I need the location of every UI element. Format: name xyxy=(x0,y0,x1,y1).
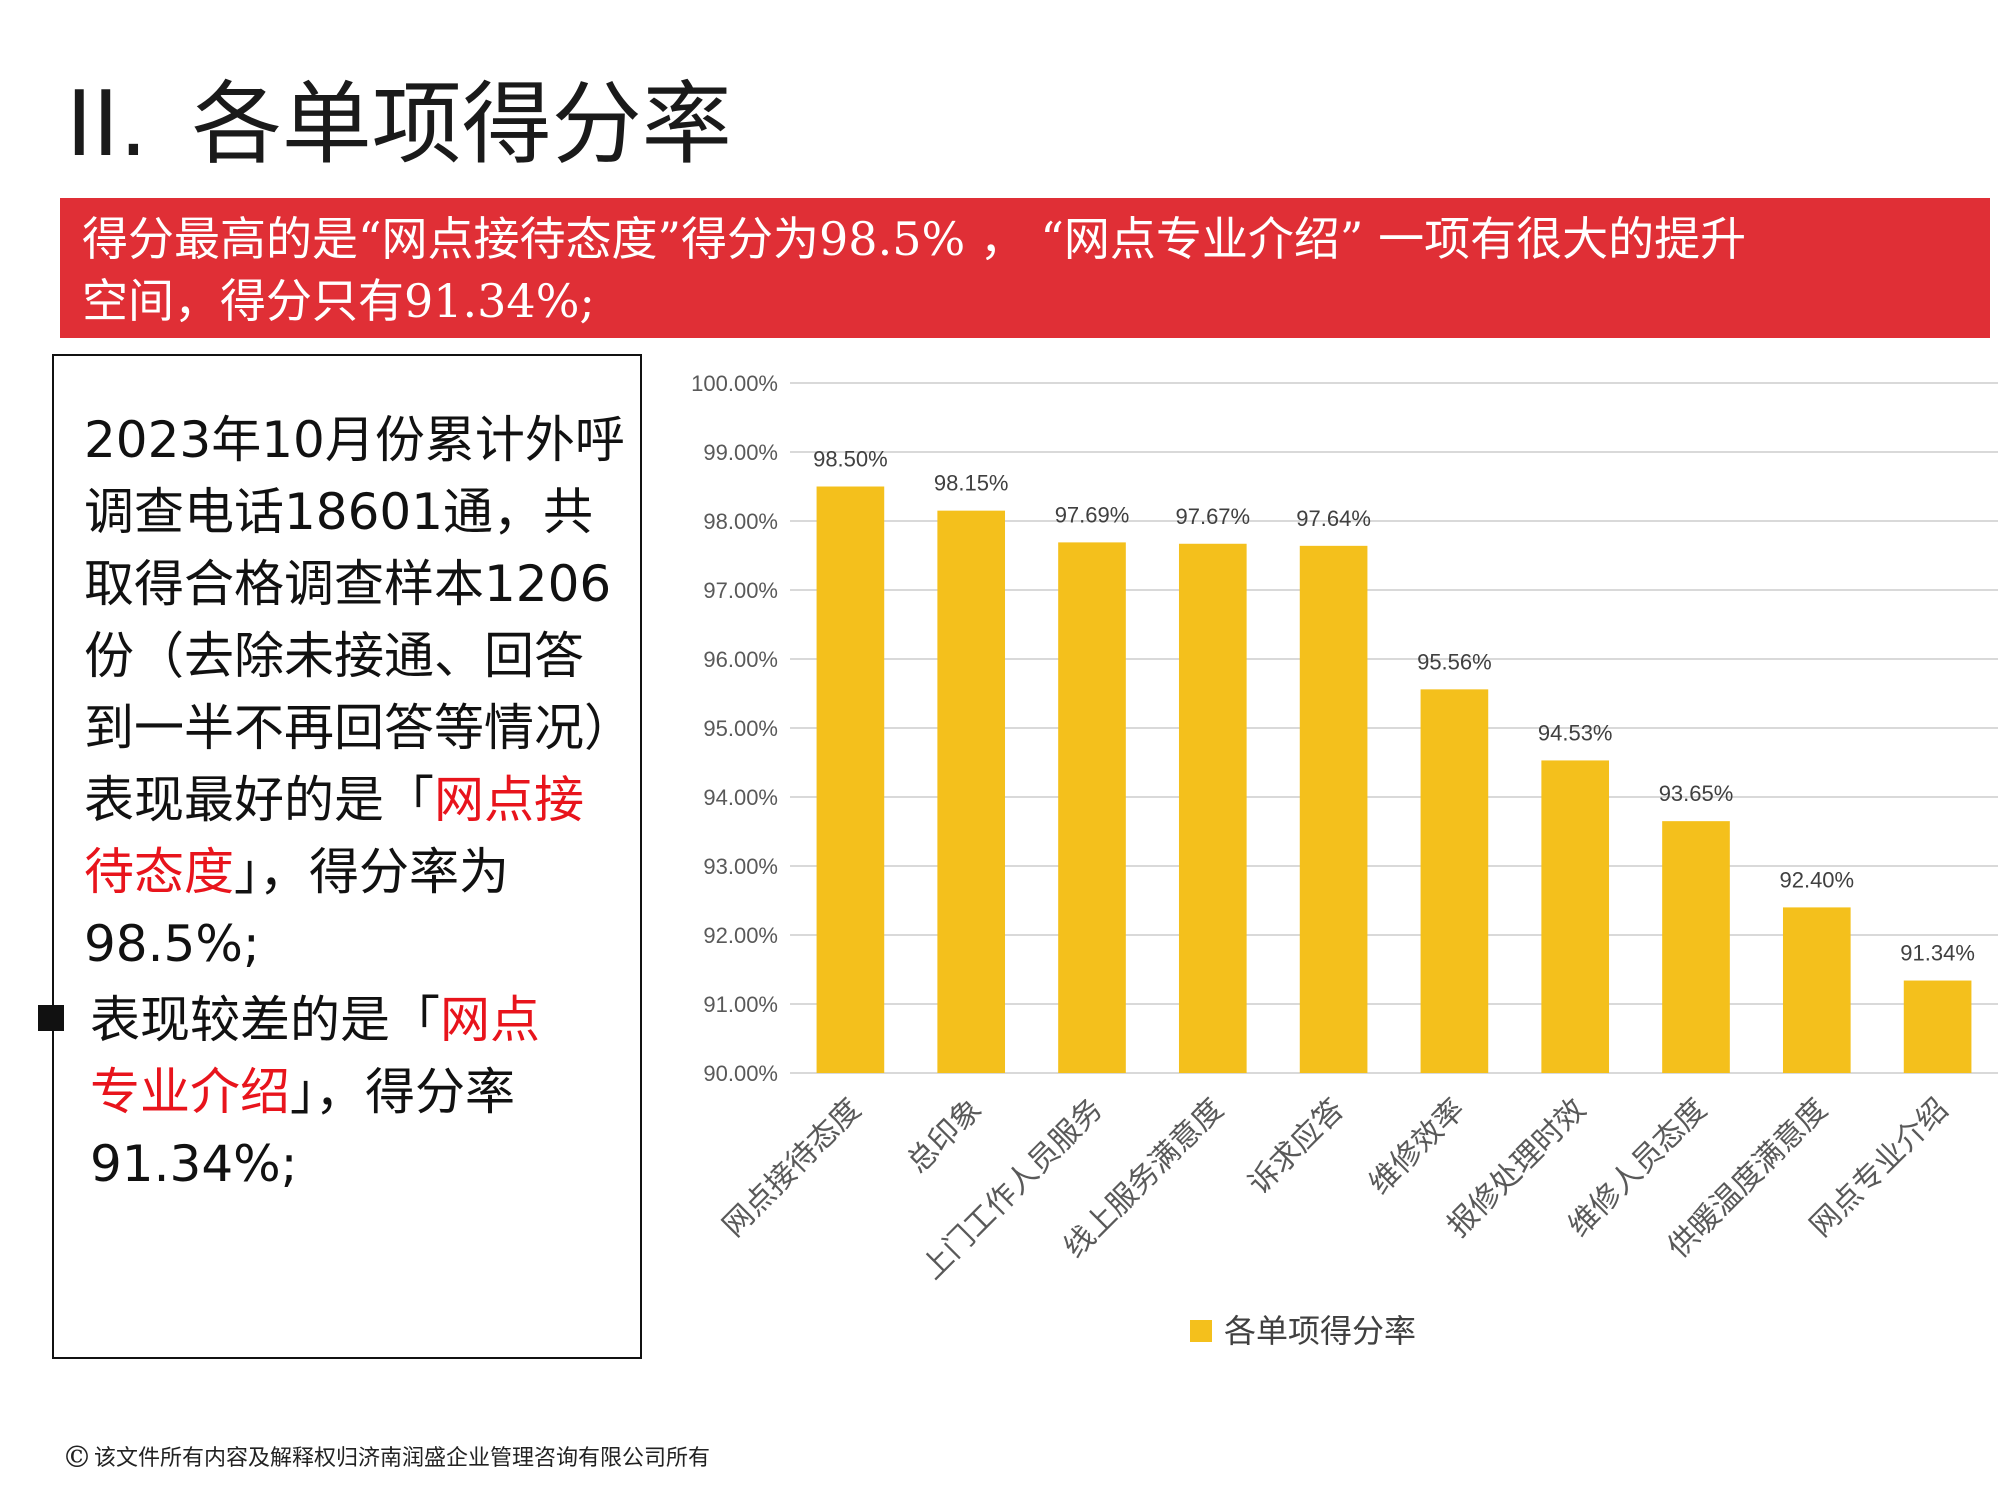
bar xyxy=(1541,760,1610,1073)
y-tick-label: 91.00% xyxy=(703,992,778,1017)
square-bullet-icon xyxy=(38,1005,64,1031)
bullet-line-3: 91.34%; xyxy=(90,1135,298,1193)
data-label: 98.50% xyxy=(813,447,888,472)
summary-line-2: 调查电话18601通，共 xyxy=(84,483,594,541)
legend-label: 各单项得分率 xyxy=(1224,1313,1416,1349)
legend-swatch xyxy=(1190,1320,1212,1342)
y-tick-label: 90.00% xyxy=(703,1061,778,1086)
y-tick-label: 94.00% xyxy=(703,785,778,810)
banner-line-1: 得分最高的是“网点接待态度”得分为98.5% ， “网点专业介绍” 一项有很大的… xyxy=(82,212,1747,266)
y-tick-label: 99.00% xyxy=(703,440,778,465)
x-tick-label: 网点接待态度 xyxy=(716,1092,868,1244)
worst-item-highlight-1: 网点 xyxy=(440,991,540,1049)
bar xyxy=(937,510,1006,1073)
y-tick-label: 98.00% xyxy=(703,509,778,534)
worst-item-highlight-2: 专业介绍 xyxy=(90,1063,290,1121)
x-tick-label: 总印象 xyxy=(900,1092,988,1180)
best-item-highlight-2: 待态度 xyxy=(84,843,234,901)
bullet-line-2: 专业介绍」，得分率 xyxy=(90,1056,610,1128)
copyright-text: 该文件所有内容及解释权归济南润盛企业管理咨询有限公司所有 xyxy=(94,1446,711,1471)
bar xyxy=(1420,689,1489,1073)
banner-line-2: 空间，得分只有91.34%; xyxy=(82,274,595,328)
bar xyxy=(1058,542,1126,1073)
bar xyxy=(1662,821,1730,1073)
data-label: 95.56% xyxy=(1417,649,1492,674)
bar xyxy=(1299,545,1368,1073)
section-title: 各单项得分率 xyxy=(191,72,732,177)
copyright-footer: ©该文件所有内容及解释权归济南润盛企业管理咨询有限公司所有 xyxy=(62,1440,710,1475)
data-label: 98.15% xyxy=(934,471,1009,496)
summary-banner: 得分最高的是“网点接待态度”得分为98.5% ， “网点专业介绍” 一项有很大的… xyxy=(60,198,1990,338)
summary-paragraph: 2023年10月份累计外呼 调查电话18601通，共 取得合格调查样本1206 … xyxy=(84,404,644,980)
summary-line-4: 份（去除未接通、回答 xyxy=(84,627,584,685)
data-label: 92.40% xyxy=(1779,867,1854,892)
data-label: 97.64% xyxy=(1296,506,1371,531)
summary-line-1: 2023年10月份累计外呼 xyxy=(84,411,625,469)
y-tick-label: 97.00% xyxy=(703,578,778,603)
copyright-icon: © xyxy=(62,1440,92,1475)
data-label: 97.67% xyxy=(1175,504,1250,529)
data-label: 94.53% xyxy=(1538,720,1613,745)
bar xyxy=(1178,543,1247,1073)
data-label: 93.65% xyxy=(1659,781,1734,806)
best-prefix: 表现最好的是「 xyxy=(84,771,434,829)
x-tick-label: 诉求应答 xyxy=(1242,1092,1352,1202)
bar xyxy=(1903,980,1972,1073)
bullet-line-1: 表现较差的是「网点 xyxy=(90,984,610,1056)
score-bar-chart: 90.00% 91.00% 92.00% 93.00% 94.00% 95.00% 96.0… xyxy=(691,371,1998,1349)
summary-line-5: 到一半不再回答等情况） xyxy=(84,699,634,757)
section-number: II. xyxy=(66,72,148,177)
worst-item-bullet: 表现较差的是「网点 专业介绍」，得分率 91.34%; xyxy=(90,984,610,1200)
y-tick-label: 95.00% xyxy=(703,716,778,741)
summary-textbox: 2023年10月份累计外呼 调查电话18601通，共 取得合格调查样本1206 … xyxy=(52,354,642,1359)
summary-line-8: 98.5%; xyxy=(84,915,260,973)
best-item-highlight-1: 网点接 xyxy=(434,771,584,829)
worst-suffix: 」，得分率 xyxy=(290,1063,515,1121)
summary-line-6: 表现最好的是「网点接 xyxy=(84,764,644,836)
data-label: 91.34% xyxy=(1900,941,1975,966)
bar xyxy=(816,486,885,1073)
y-tick-label: 100.00% xyxy=(691,371,778,396)
summary-line-7: 待态度」，得分率为 xyxy=(84,836,644,908)
x-tick-label: 维修效率 xyxy=(1362,1092,1472,1202)
data-label: 97.69% xyxy=(1055,502,1130,527)
y-tick-label: 93.00% xyxy=(703,854,778,879)
page-title: II. 各单项得分率 xyxy=(66,70,732,180)
y-tick-label: 92.00% xyxy=(703,923,778,948)
bar xyxy=(1782,907,1851,1073)
worst-prefix: 表现较差的是「 xyxy=(90,991,440,1049)
y-tick-label: 96.00% xyxy=(703,647,778,672)
summary-line-3: 取得合格调查样本1206 xyxy=(84,555,612,613)
best-suffix: 」，得分率为 xyxy=(234,843,509,901)
